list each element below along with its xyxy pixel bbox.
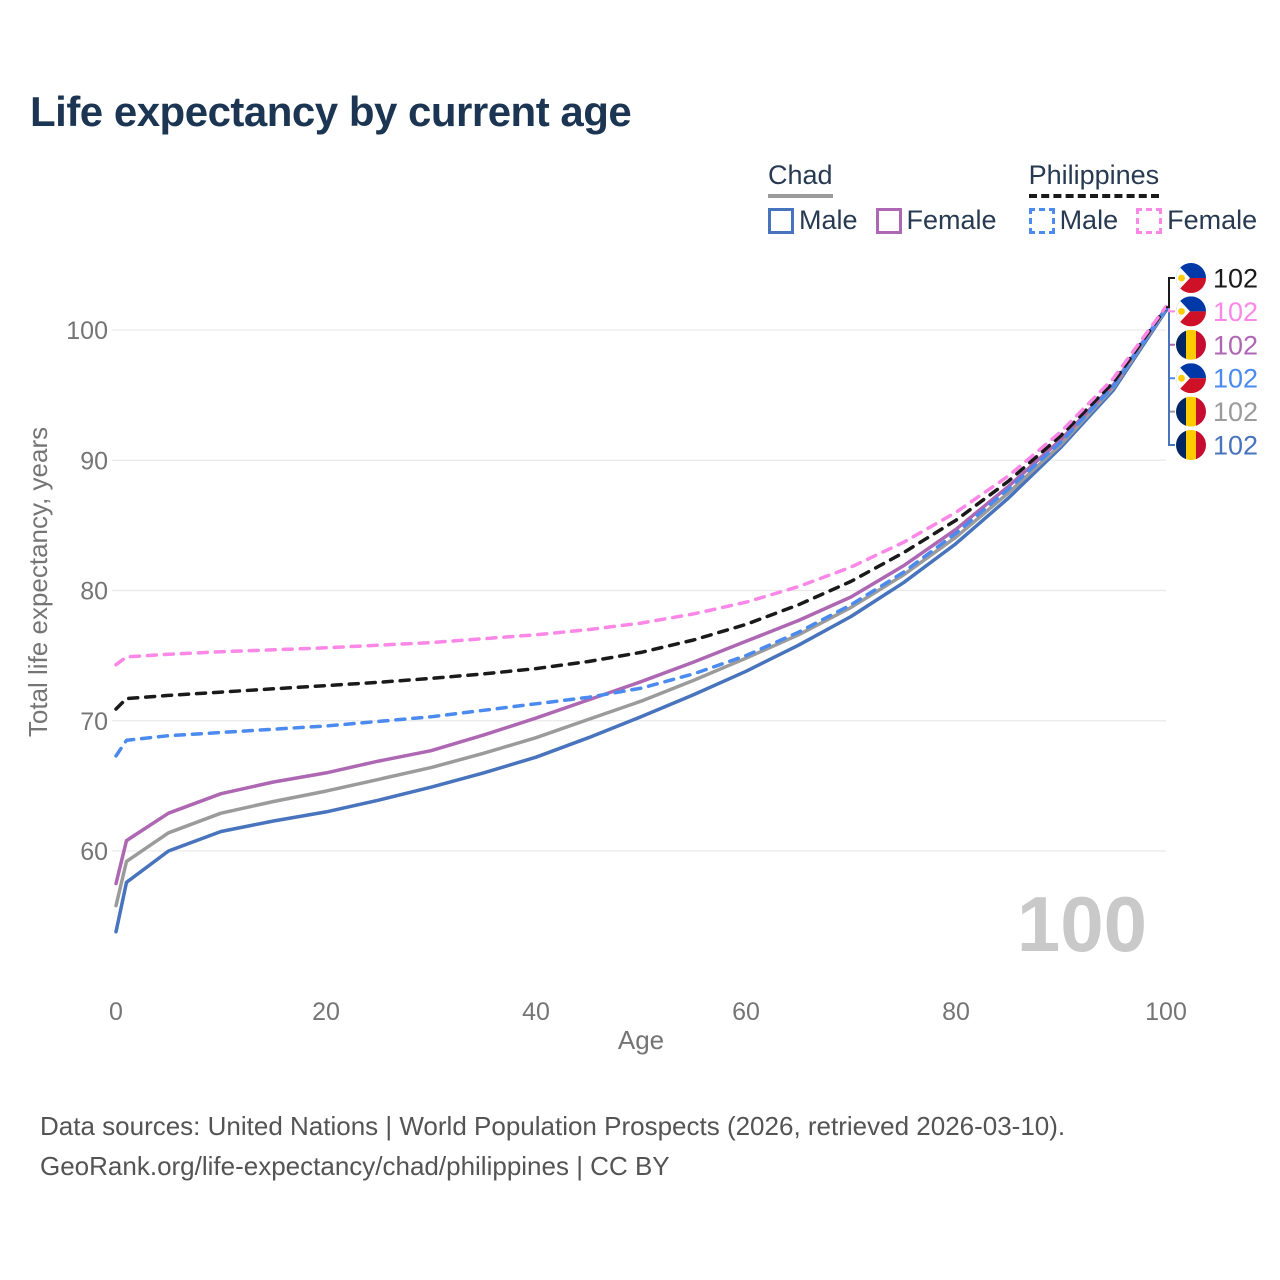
age-counter: 100 — [1017, 880, 1147, 968]
legend-group-philippines: Philippines Male Female — [1028, 160, 1257, 236]
legend-item-philippines-female[interactable]: Female — [1136, 205, 1257, 236]
series-line-chad-both[interactable] — [114, 307, 1168, 908]
x-tick-label: 20 — [312, 998, 340, 1026]
philippines-male-swatch-icon — [1028, 207, 1055, 234]
chad-flag-icon — [1176, 397, 1206, 427]
y-tick-label: 100 — [66, 317, 108, 345]
end-label-connector — [1166, 308, 1175, 413]
legend-item-philippines-male[interactable]: Male — [1028, 205, 1119, 236]
legend-items-philippines: Male Female — [1028, 205, 1257, 236]
legend-item-label: Female — [1167, 205, 1258, 235]
x-tick-label: 100 — [1145, 998, 1187, 1026]
footer-attribution: GeoRank.org/life-expectancy/chad/philipp… — [40, 1151, 670, 1181]
y-axis-title: Total life expectancy, years — [23, 427, 53, 737]
legend-item-label: Female — [906, 205, 997, 235]
series-line-philippines-male[interactable] — [114, 306, 1168, 758]
legend-item-chad-female[interactable]: Female — [875, 205, 997, 236]
end-value-label-chad-female: 102 — [1213, 330, 1258, 360]
end-label-connector — [1166, 306, 1175, 346]
legend-item-label: Male — [799, 205, 858, 235]
y-tick-label: 90 — [80, 447, 108, 475]
end-value-label-chad-both: 102 — [1213, 397, 1258, 427]
end-value-label-chad-male: 102 — [1213, 431, 1258, 461]
x-tick-label: 60 — [732, 998, 760, 1026]
x-tick-label: 80 — [942, 998, 970, 1026]
legend-item-chad-male[interactable]: Male — [768, 205, 858, 236]
series-line-chad-male[interactable] — [114, 308, 1168, 934]
y-tick-label: 60 — [80, 838, 108, 866]
series-line-philippines-both[interactable] — [114, 305, 1168, 711]
end-label-connector — [1166, 309, 1175, 446]
footer-data-sources: Data sources: United Nations | World Pop… — [40, 1111, 1066, 1141]
series-line-chad-female[interactable] — [114, 306, 1168, 886]
legend: Chad Male Female Philippines Male Female — [768, 160, 1257, 236]
y-tick-label: 70 — [80, 708, 108, 736]
legend-country-chad[interactable]: Chad — [768, 160, 833, 198]
grid-layer: 60 70 80 90 100 0 20 40 60 80 100 — [66, 317, 1187, 1026]
legend-country-philippines[interactable]: Philippines — [1028, 160, 1160, 198]
series-line-philippines-female[interactable] — [114, 304, 1168, 667]
end-label-connector — [1166, 277, 1175, 309]
end-value-label-philippines-both: 102 — [1213, 264, 1258, 294]
end-value-label-philippines-male: 102 — [1213, 364, 1258, 394]
legend-group-chad: Chad Male Female — [768, 160, 997, 236]
x-axis-title: Age — [618, 1025, 664, 1055]
footer: Data sources: United Nations | World Pop… — [40, 1106, 1065, 1186]
legend-item-label: Male — [1059, 205, 1119, 235]
series-layer — [114, 304, 1168, 934]
chad-female-swatch-icon — [875, 207, 902, 234]
x-tick-label: 0 — [109, 998, 123, 1026]
philippines-flag-icon — [1176, 363, 1206, 393]
page-title: Life expectancy by current age — [30, 88, 632, 135]
legend-items-chad: Male Female — [768, 205, 997, 236]
end-value-label-philippines-female: 102 — [1213, 297, 1258, 327]
end-label-connector — [1166, 307, 1175, 380]
philippines-flag-icon — [1176, 296, 1206, 326]
chad-flag-icon — [1176, 430, 1206, 460]
philippines-flag-icon — [1176, 263, 1206, 293]
chad-male-swatch-icon — [768, 207, 794, 234]
y-tick-label: 80 — [80, 578, 108, 606]
philippines-female-swatch-icon — [1136, 207, 1163, 234]
x-tick-label: 40 — [522, 998, 550, 1026]
chad-flag-icon — [1176, 330, 1206, 360]
